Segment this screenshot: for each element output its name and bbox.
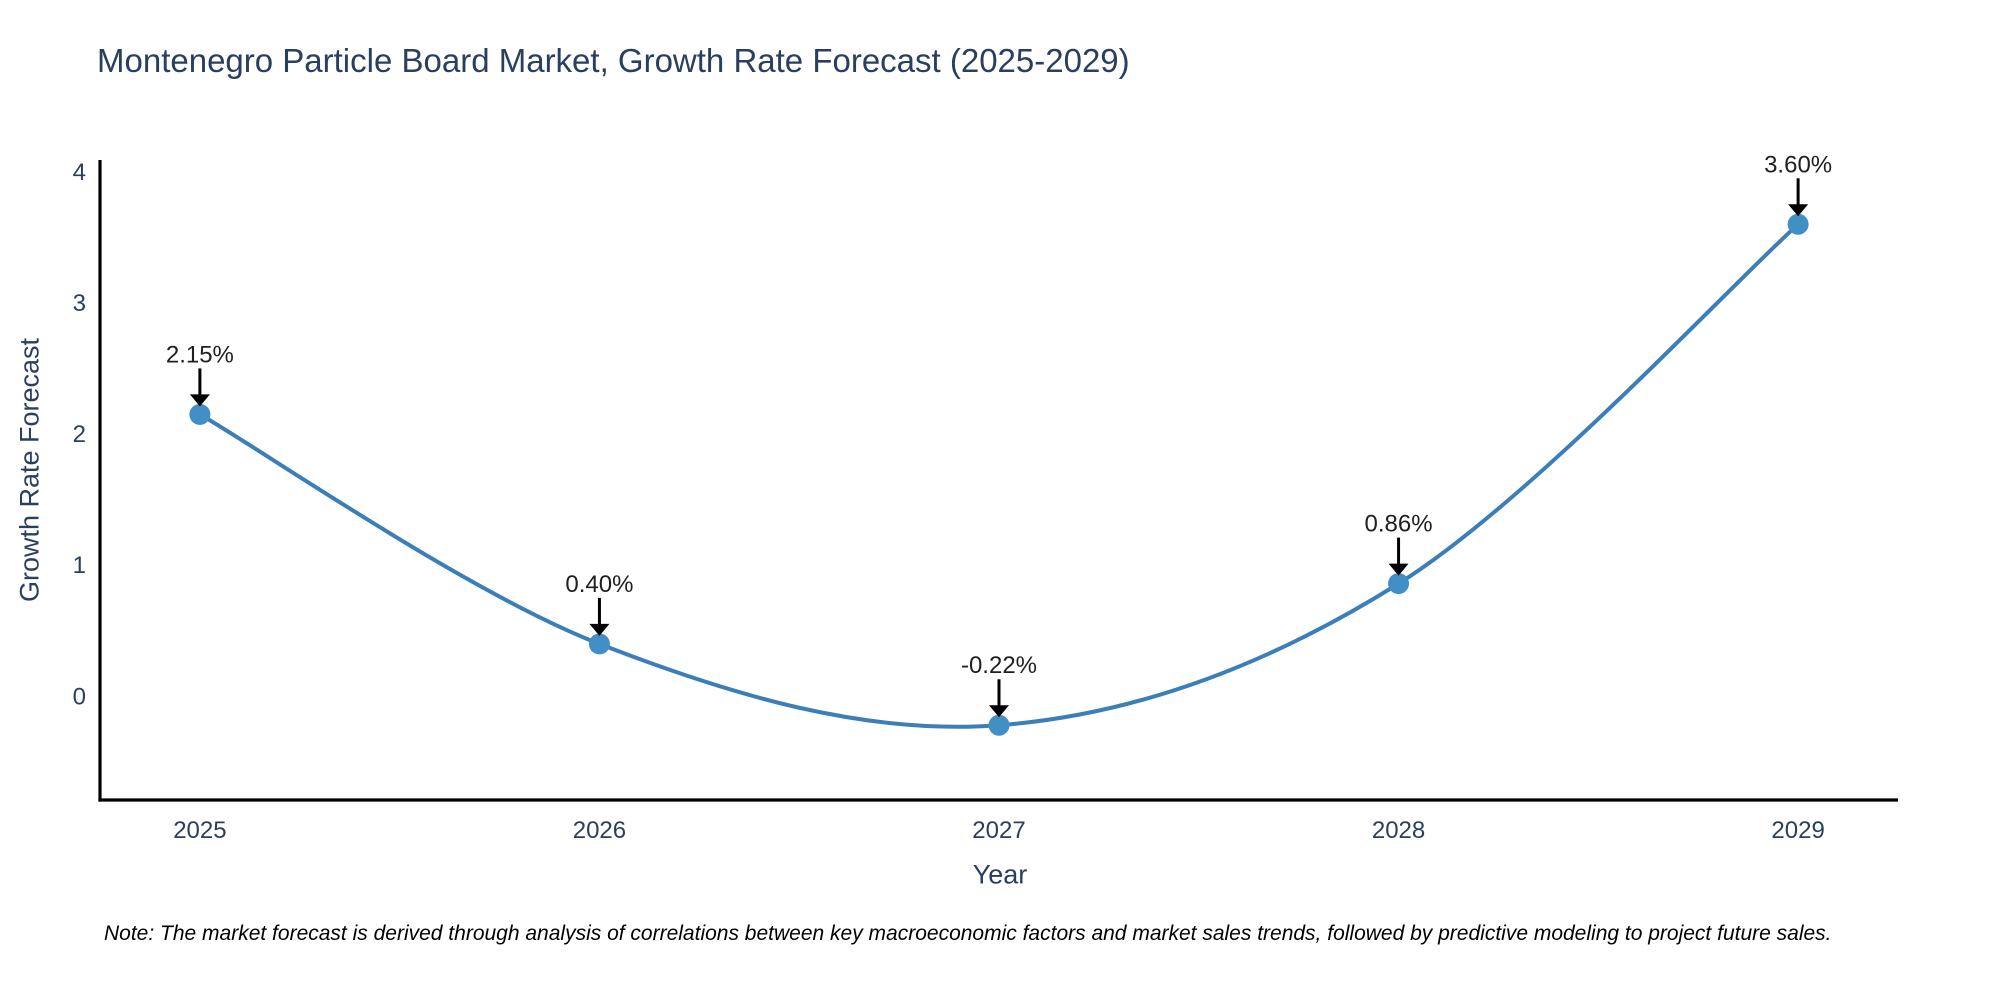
y-tick-label-0: 0 xyxy=(73,683,86,710)
annotation-arrowhead-icon xyxy=(1388,563,1409,576)
annotation-arrowhead-icon xyxy=(189,394,210,407)
x-axis-title: Year xyxy=(972,859,1028,890)
annotation-label-2027: -0.22% xyxy=(961,652,1037,679)
y-tick-label-2: 2 xyxy=(73,421,86,448)
annotation-arrowhead-icon xyxy=(989,705,1009,718)
y-tick-label-1: 1 xyxy=(73,552,86,579)
data-point-2026[interactable] xyxy=(588,633,610,655)
annotation-label-2026: 0.40% xyxy=(565,571,633,598)
x-tick-label-2027: 2027 xyxy=(972,817,1025,844)
chart-title: Montenegro Particle Board Market, Growth… xyxy=(97,42,1130,79)
x-tick-label-2026: 2026 xyxy=(573,817,626,844)
annotation-arrowhead-icon xyxy=(589,623,610,636)
y-tick-label-3: 3 xyxy=(73,290,86,317)
data-point-2025[interactable] xyxy=(189,403,211,425)
annotation-label-2025: 2.15% xyxy=(166,341,234,368)
x-tick-label-2025: 2025 xyxy=(173,817,226,844)
y-tick-label-4: 4 xyxy=(73,159,86,186)
annotation-arrowhead-icon xyxy=(1788,204,1809,217)
y-axis-title: Growth Rate Forecast xyxy=(14,337,45,603)
data-point-2029[interactable] xyxy=(1787,213,1809,235)
footnote: Note: The market forecast is derived thr… xyxy=(104,922,1832,945)
data-point-2028[interactable] xyxy=(1388,573,1410,595)
annotation-label-2029: 3.60% xyxy=(1764,151,1832,178)
annotation-label-2028: 0.86% xyxy=(1365,511,1433,538)
data-point-2027[interactable] xyxy=(988,714,1010,736)
x-tick-label-2028: 2028 xyxy=(1372,817,1425,844)
plot-area: 0 1 2 3 4 2025 2026 2027 2028 2029 2.15% 0.40% -0.22… xyxy=(73,151,1833,844)
x-tick-label-2029: 2029 xyxy=(1771,817,1824,844)
